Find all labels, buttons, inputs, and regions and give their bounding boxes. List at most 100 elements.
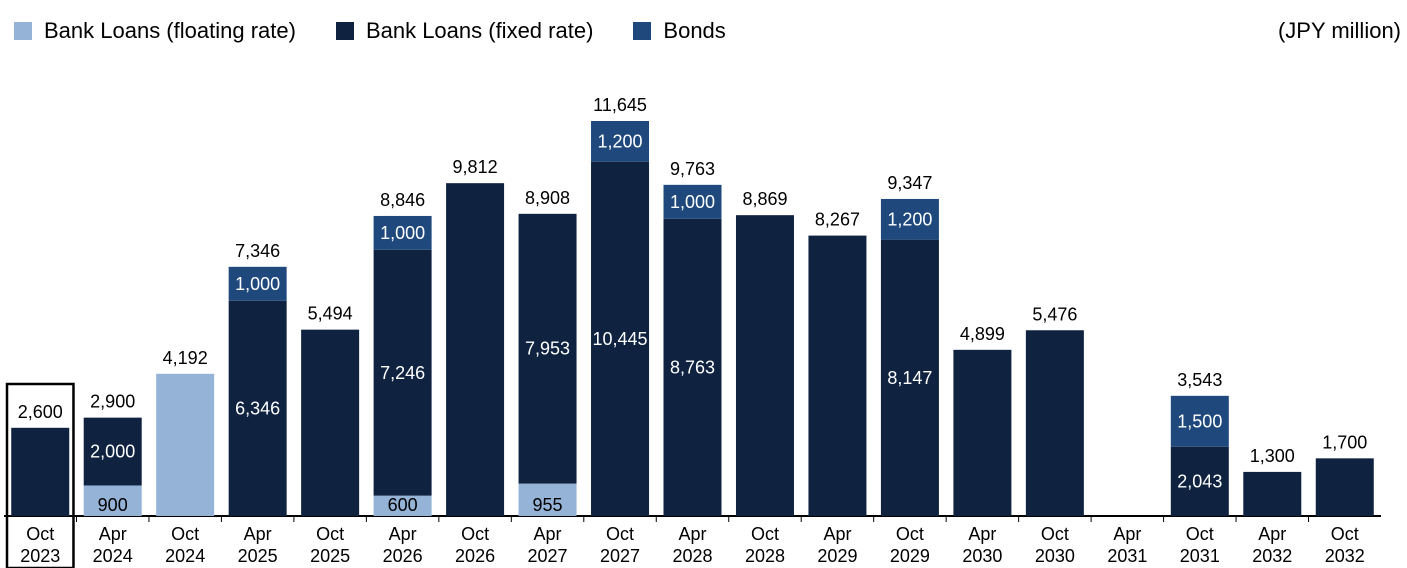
bar-fixed-11 xyxy=(808,235,867,517)
x-tick-year-17: 2032 xyxy=(1252,546,1292,566)
bar-fixed-10 xyxy=(735,215,794,517)
total-label-3: 7,346 xyxy=(235,241,280,261)
x-tick-month-3: Apr xyxy=(244,524,272,544)
segment-label-fixed-8: 10,445 xyxy=(592,329,647,349)
x-tick-year-4: 2025 xyxy=(310,546,350,566)
x-tick-month-17: Apr xyxy=(1258,524,1286,544)
x-tick-month-18: Oct xyxy=(1331,524,1359,544)
segment-label-fixed-1: 2,000 xyxy=(90,442,135,462)
x-tick-year-1: 2024 xyxy=(93,546,133,566)
total-label-1: 2,900 xyxy=(90,392,135,412)
x-tick-year-16: 2031 xyxy=(1180,546,1220,566)
legend-swatch-fixed xyxy=(335,22,354,40)
x-tick-year-0: 2023 xyxy=(20,546,60,566)
bar-fixed-14 xyxy=(1025,330,1084,516)
x-tick-year-14: 2030 xyxy=(1035,546,1075,566)
x-tick-month-8: Oct xyxy=(606,524,634,544)
total-label-10: 8,869 xyxy=(742,189,787,209)
x-tick-month-2: Oct xyxy=(171,524,199,544)
total-label-7: 8,908 xyxy=(525,188,570,208)
x-tick-month-12: Oct xyxy=(896,524,924,544)
total-label-6: 9,812 xyxy=(453,157,498,177)
bar-fixed-4 xyxy=(301,329,360,516)
x-tick-month-15: Apr xyxy=(1113,524,1141,544)
x-tick-year-11: 2029 xyxy=(817,546,857,566)
x-tick-month-5: Apr xyxy=(389,524,417,544)
segment-label-fixed-9: 8,763 xyxy=(670,357,715,377)
bar-bonds-12 xyxy=(880,198,939,240)
x-tick-year-12: 2029 xyxy=(890,546,930,566)
bar-fixed-18 xyxy=(1315,458,1374,516)
total-label-13: 4,899 xyxy=(960,324,1005,344)
x-tick-year-3: 2025 xyxy=(238,546,278,566)
segment-label-bonds-16: 1,500 xyxy=(1177,411,1222,431)
total-label-9: 9,763 xyxy=(670,159,715,179)
bar-floating-1 xyxy=(83,485,142,516)
bar-fixed-5 xyxy=(373,249,432,496)
bar-fixed-13 xyxy=(953,349,1012,516)
segment-label-fixed-5: 7,246 xyxy=(380,363,425,383)
bar-floating-5 xyxy=(373,495,432,516)
segment-label-bonds-12: 1,200 xyxy=(887,209,932,229)
legend-item-fixed: Bank Loans (fixed rate) xyxy=(335,18,594,44)
total-label-12: 9,347 xyxy=(887,173,932,193)
bar-fixed-6 xyxy=(446,183,505,517)
x-tick-year-13: 2030 xyxy=(962,546,1002,566)
x-tick-month-0: Oct xyxy=(26,524,54,544)
x-tick-year-15: 2031 xyxy=(1107,546,1147,566)
x-tick-year-5: 2026 xyxy=(383,546,423,566)
segment-label-bonds-5: 1,000 xyxy=(380,223,425,243)
bar-fixed-1 xyxy=(83,417,142,486)
unit-label: (JPY million) xyxy=(1277,18,1401,43)
x-tick-year-18: 2032 xyxy=(1325,546,1365,566)
total-label-16: 3,543 xyxy=(1177,370,1222,390)
bar-fixed-0 xyxy=(11,427,70,516)
bar-fixed-8 xyxy=(591,161,650,516)
bar-bonds-16 xyxy=(1170,395,1229,447)
total-label-5: 8,846 xyxy=(380,190,425,210)
x-tick-year-10: 2028 xyxy=(745,546,785,566)
legend-swatch-floating xyxy=(14,22,32,40)
highlight-box xyxy=(5,382,75,568)
bar-fixed-7 xyxy=(518,213,577,484)
x-tick-month-13: Apr xyxy=(968,524,996,544)
total-label-4: 5,494 xyxy=(308,304,353,324)
x-tick-year-7: 2027 xyxy=(528,546,568,566)
segment-label-bonds-8: 1,200 xyxy=(598,131,643,151)
segment-label-floating-5: 600 xyxy=(388,495,418,515)
x-tick-year-2: 2024 xyxy=(165,546,205,566)
segment-label-bonds-3: 1,000 xyxy=(235,274,280,294)
bar-bonds-3 xyxy=(228,266,287,301)
x-tick-month-11: Apr xyxy=(823,524,851,544)
x-tick-month-4: Oct xyxy=(316,524,344,544)
total-label-14: 5,476 xyxy=(1032,304,1077,324)
legend-label-floating: Bank Loans (floating rate) xyxy=(44,18,296,43)
bar-fixed-9 xyxy=(663,218,722,516)
x-tick-month-7: Apr xyxy=(534,524,562,544)
segment-label-floating-7: 955 xyxy=(533,495,563,515)
x-tick-month-6: Oct xyxy=(461,524,489,544)
legend: Bank Loans (floating rate) Bank Loans (f… xyxy=(14,16,766,46)
bar-floating-7 xyxy=(518,483,577,516)
bar-fixed-17 xyxy=(1243,471,1302,516)
total-label-17: 1,300 xyxy=(1250,446,1295,466)
bar-fixed-12 xyxy=(880,239,939,516)
legend-swatch-bonds xyxy=(633,22,652,40)
legend-label-bonds: Bonds xyxy=(663,18,726,43)
legend-label-fixed: Bank Loans (fixed rate) xyxy=(365,18,594,43)
x-tick-month-1: Apr xyxy=(99,524,127,544)
segment-label-floating-1: 900 xyxy=(98,495,128,515)
segment-label-fixed-12: 8,147 xyxy=(887,368,932,388)
bar-fixed-3 xyxy=(228,300,287,516)
x-tick-year-6: 2026 xyxy=(455,546,495,566)
bar-bonds-8 xyxy=(591,121,650,162)
segment-label-bonds-9: 1,000 xyxy=(670,192,715,212)
segment-label-fixed-3: 6,346 xyxy=(235,398,280,418)
segment-label-fixed-16: 2,043 xyxy=(1177,471,1222,491)
x-tick-month-16: Oct xyxy=(1186,524,1214,544)
segment-label-fixed-7: 7,953 xyxy=(525,339,570,359)
x-tick-month-14: Oct xyxy=(1041,524,1069,544)
legend-item-bonds: Bonds xyxy=(633,18,726,44)
bar-bonds-9 xyxy=(663,184,722,219)
